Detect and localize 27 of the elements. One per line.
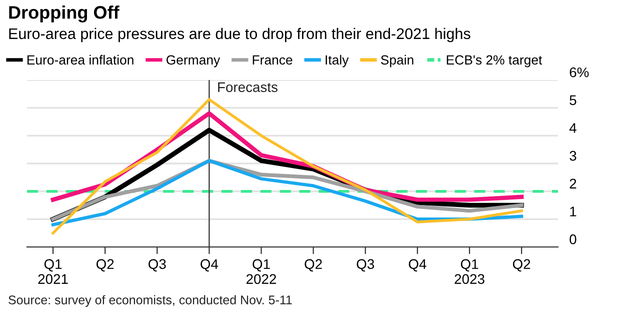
x-tick-label: Q1 2023 xyxy=(454,259,484,284)
y-tick-label: 6% xyxy=(570,67,589,78)
legend-label: France xyxy=(252,55,292,65)
x-tick-label: Q1 2022 xyxy=(246,259,276,284)
legend-label: Euro-area inflation xyxy=(27,54,134,65)
legend-label: Italy xyxy=(326,54,349,68)
y-tick-label: 2 xyxy=(570,178,576,188)
y-tick-label: 3 xyxy=(570,150,576,161)
chart-subtitle: Euro-area price pressures are due to drop from their end-2021 highs xyxy=(9,28,470,42)
legend-label: Spain xyxy=(380,54,414,68)
legend-label: Germany xyxy=(166,55,220,68)
ref-line-label: Forecasts xyxy=(218,82,278,92)
y-tick-label: 4 xyxy=(569,123,576,133)
x-tick-label: Q4 xyxy=(408,259,426,272)
x-tick-label: Q4 xyxy=(200,259,218,272)
source-note: Source: survey of economists, conducted Nov. 5-11 xyxy=(8,295,292,307)
legend-label: ECB's 2% target xyxy=(446,55,542,68)
x-tick-label: Q2 xyxy=(304,259,322,272)
chart-title: Dropping Off xyxy=(9,6,120,22)
x-tick-label: Q2 xyxy=(96,259,114,272)
y-tick-label: 5 xyxy=(570,95,576,106)
x-tick-label: Q2 xyxy=(512,259,530,272)
x-tick-label: Q3 xyxy=(356,259,374,272)
x-tick-label: Q1 2021 xyxy=(38,259,68,284)
x-tick-label: Q3 xyxy=(148,259,166,272)
y-tick-label: 1 xyxy=(570,206,576,216)
y-tick-label: 0 xyxy=(570,234,576,244)
